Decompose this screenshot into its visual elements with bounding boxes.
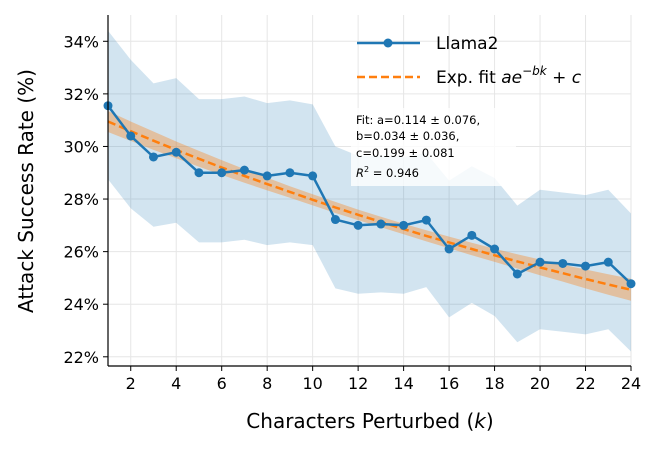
data-point <box>148 152 158 162</box>
x-tick-label: 8 <box>262 374 272 393</box>
x-tick-label: 20 <box>530 374 550 393</box>
axes: 2 4 6 8 10 12 14 16 18 20 22 2422%24%26%28%30%32%34… <box>63 15 641 393</box>
data-point <box>239 165 249 175</box>
data-point <box>467 230 477 240</box>
data-point <box>126 131 136 141</box>
data-point <box>581 261 591 271</box>
data-point <box>626 279 636 289</box>
data-point <box>262 171 272 181</box>
series-points <box>103 101 636 289</box>
fit-line-a: Fit: a=0.114 ± 0.076, <box>356 113 480 127</box>
series-line-1 <box>107 120 632 292</box>
x-tick-label: 10 <box>302 374 322 393</box>
x-tick-label: 22 <box>575 374 595 393</box>
fit-line-r2: R2 = 0.946 <box>356 165 419 180</box>
y-tick-label: 26% <box>63 243 99 262</box>
y-tick-label: 24% <box>63 295 99 314</box>
x-tick-label: 12 <box>348 374 368 393</box>
data-point <box>444 244 454 254</box>
x-axis-title: Characters Perturbed (k) <box>246 409 493 433</box>
y-axis-title: Attack Success Rate (%) <box>14 69 38 313</box>
data-point <box>353 220 363 230</box>
band-1 <box>108 111 631 301</box>
fit-annotation: Fit: a=0.114 ± 0.076, b=0.034 ± 0.036, c… <box>351 108 516 186</box>
data-point <box>171 147 181 157</box>
fit-line-c: c=0.199 ± 0.081 <box>356 146 455 160</box>
data-point <box>376 219 386 229</box>
confidence-bands <box>108 30 631 352</box>
x-tick-label: 14 <box>393 374 413 393</box>
data-point <box>535 257 545 267</box>
data-point <box>603 257 613 267</box>
data-point <box>490 244 500 254</box>
legend: Llama2 Exp. fit ae−bk + c <box>357 34 582 88</box>
y-tick-label: 32% <box>63 85 99 104</box>
fit-annotation-box <box>351 108 516 186</box>
data-point <box>421 215 431 225</box>
data-point <box>285 168 295 178</box>
data-point <box>399 220 409 230</box>
y-tick-label: 28% <box>63 190 99 209</box>
legend-llama2-label: Llama2 <box>436 34 498 54</box>
data-point <box>330 215 340 225</box>
x-tick-label: 18 <box>484 374 504 393</box>
data-point <box>512 269 522 279</box>
legend-fit-label: Exp. fit ae−bk + c <box>436 64 582 88</box>
x-tick-label: 2 <box>126 374 136 393</box>
y-tick-label: 22% <box>63 348 99 367</box>
x-tick-label: 24 <box>621 374 641 393</box>
y-tick-label: 30% <box>63 137 99 156</box>
data-point <box>308 171 318 181</box>
x-tick-label: 4 <box>171 374 181 393</box>
y-tick-label: 34% <box>63 32 99 51</box>
fit-line-b: b=0.034 ± 0.036, <box>356 129 459 143</box>
data-point <box>558 258 568 268</box>
x-tick-label: 6 <box>217 374 227 393</box>
data-point <box>217 168 227 178</box>
band-0 <box>108 30 631 352</box>
legend-llama2-marker <box>383 38 393 48</box>
x-tick-label: 16 <box>439 374 459 393</box>
data-point <box>194 168 204 178</box>
